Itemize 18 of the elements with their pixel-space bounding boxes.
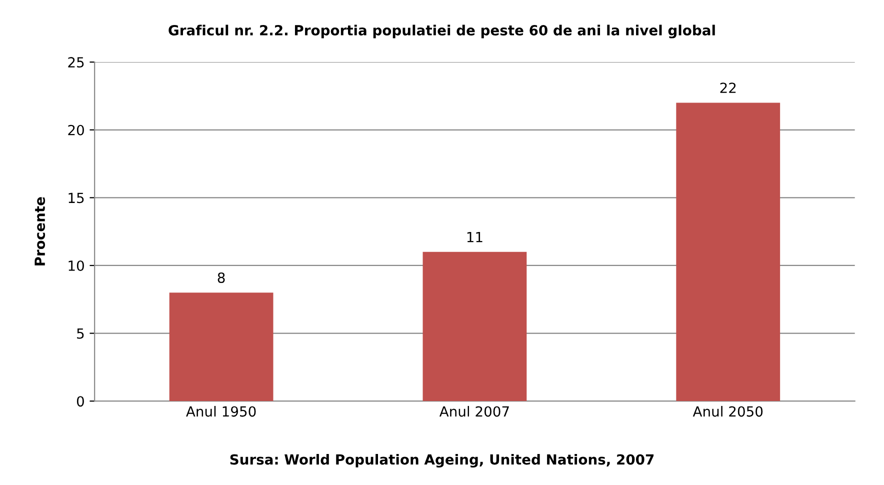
y-tick-label: 25 (68, 57, 84, 68)
data-label: 22 (720, 82, 736, 93)
y-axis-title: Procente (34, 197, 46, 266)
data-label: 8 (218, 272, 225, 283)
y-tick-label: 5 (77, 328, 84, 339)
y-tick-label: 15 (68, 192, 84, 204)
x-tick-label: Anul 2007 (439, 406, 509, 417)
x-tick-label: Anul 2050 (692, 406, 763, 417)
y-tick-label: 0 (76, 396, 84, 407)
text: Sursa: World Population Ageing, United Nations, 2007 (230, 454, 654, 468)
y-tick-label: 20 (68, 124, 84, 136)
bar (676, 102, 780, 402)
y-tick-label: 10 (68, 260, 84, 271)
bar (169, 292, 274, 402)
data-label: 11 (467, 232, 482, 242)
bar (422, 252, 527, 402)
chart-title: Graficul nr. 2.2. Proportia populatiei de peste 60 de ani la nivel global (168, 24, 715, 38)
x-tick-label: Anul 1950 (186, 406, 256, 417)
